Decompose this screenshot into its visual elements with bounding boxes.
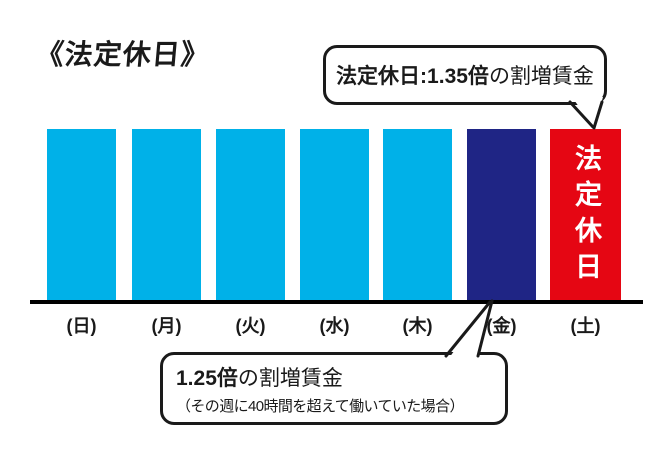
- callout-bottom-bold-text: 1.25倍: [176, 367, 238, 390]
- x-label-friday: (金): [486, 316, 517, 336]
- bar-wednesday: [300, 129, 369, 302]
- callout-overtime-rate: 1.25倍の割増賃金 （その週に40時間を超えて働いていた場合）: [160, 352, 508, 425]
- bar-monday: [132, 129, 201, 302]
- bar-friday-overtime: [467, 129, 536, 302]
- bar-saturday-statutory-holiday: 法定休日: [550, 129, 621, 302]
- callout-top-tail-right-edge: [592, 100, 604, 130]
- x-label-monday: (月): [151, 316, 182, 336]
- x-label-saturday: (土): [570, 316, 601, 336]
- callout-bottom-normal-text: の割増賃金: [237, 367, 343, 390]
- callout-statutory-holiday-rate: 法定休日:1.35倍 の割増賃金: [323, 45, 607, 105]
- callout-top-tail-left-edge: [568, 100, 595, 129]
- bar-thursday: [383, 129, 452, 302]
- bar-tuesday: [216, 129, 285, 302]
- callout-bottom-line2: （その週に40時間を超えて働いていた場合）: [176, 398, 464, 415]
- callout-bottom-line1: 1.25倍の割増賃金: [176, 362, 495, 392]
- x-label-sunday: (日): [66, 316, 97, 336]
- x-label-tuesday: (火): [235, 316, 266, 336]
- statutory-holiday-bar-label: 法定休日: [571, 143, 601, 288]
- callout-top-bold-text: 法定休日:1.35倍: [336, 65, 489, 88]
- bar-sunday: [47, 129, 116, 302]
- x-label-thursday: (木): [402, 316, 433, 336]
- x-label-wednesday: (水): [319, 316, 350, 336]
- x-axis-line: [30, 300, 643, 304]
- callout-top-normal-text: の割増賃金: [488, 65, 594, 88]
- page-title: 《法定休日》: [34, 39, 212, 70]
